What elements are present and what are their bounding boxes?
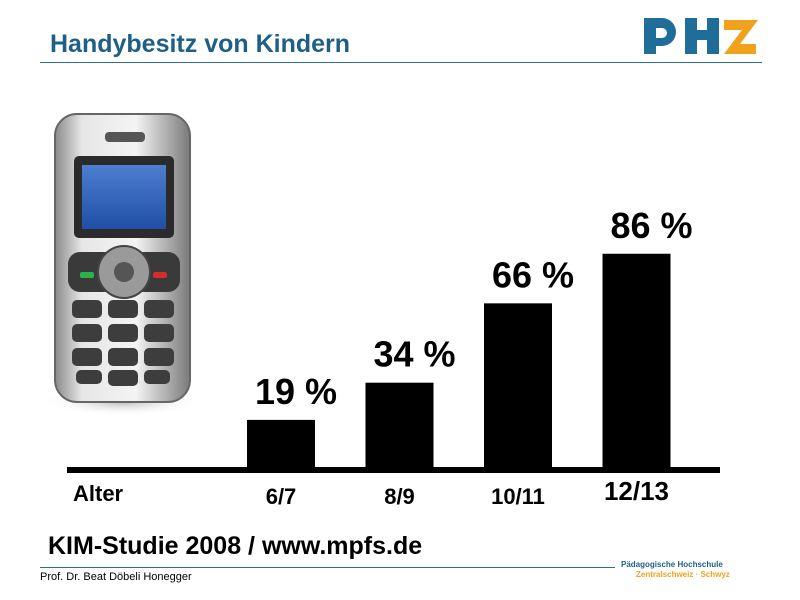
phz-logo-icon: [644, 18, 758, 54]
x-axis-label: Alter: [73, 481, 124, 506]
tick-label-6-7: 6/7: [266, 484, 297, 509]
data-label-8-9: 34 %: [374, 334, 456, 375]
data-label-12-13: 86 %: [611, 205, 693, 246]
bar-6-7: [247, 419, 315, 467]
data-label-6-7: 19 %: [255, 371, 337, 412]
source-citation: KIM-Studie 2008 / www.mpfs.de: [48, 532, 423, 560]
institution-name: Pädagogische Hochschule: [621, 560, 723, 569]
institution-location: Zentralschweiz · Schwyz: [636, 570, 730, 579]
author-name: Prof. Dr. Beat Döbeli Honegger: [40, 571, 192, 583]
tick-label-8-9: 8/9: [384, 484, 415, 509]
data-label-10-11: 66 %: [492, 254, 574, 295]
x-axis-baseline: [67, 467, 720, 473]
bar-10-11: [484, 303, 552, 467]
mobile-phone-icon: [42, 113, 202, 416]
bar-12-13: [602, 253, 671, 467]
page-title: Handybesitz von Kindern: [50, 30, 351, 58]
footer-divider: [40, 567, 615, 568]
tick-label-10-11: 10/11: [491, 484, 545, 509]
tick-label-12-13: 12/13: [604, 476, 669, 506]
title-divider: [40, 62, 762, 63]
bar-8-9: [365, 382, 434, 467]
